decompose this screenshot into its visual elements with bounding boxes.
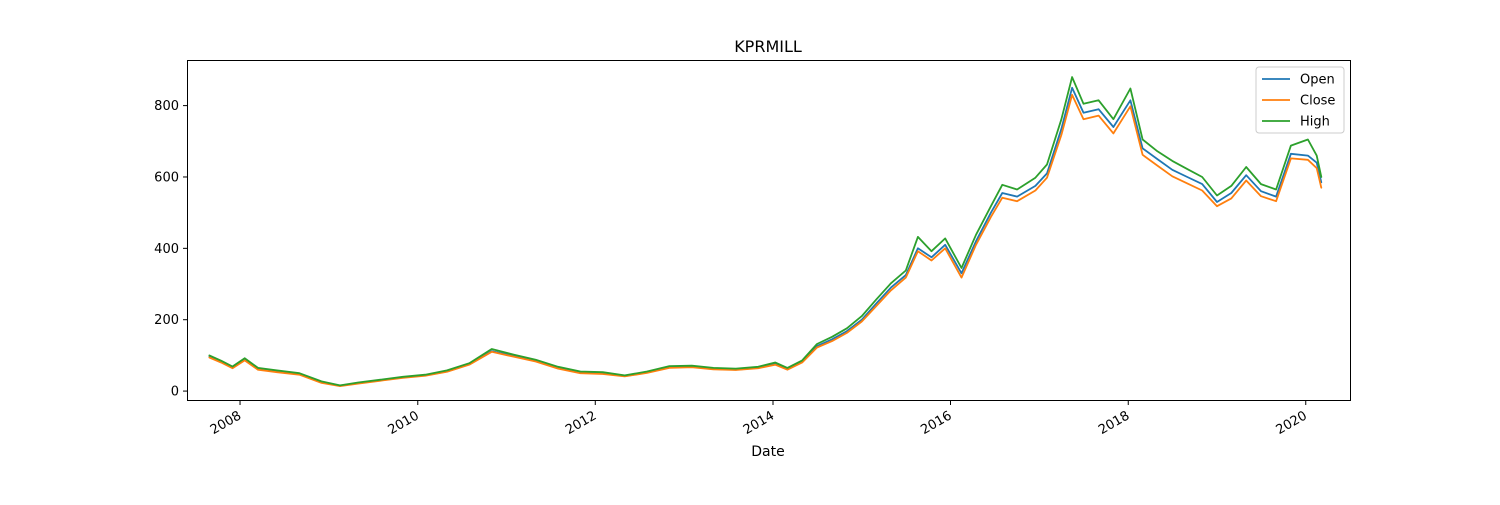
y-tick-label: 600 — [154, 170, 179, 185]
x-axis-label: Date — [751, 444, 784, 460]
legend-label-high: High — [1300, 115, 1330, 130]
y-tick-label: 0 — [171, 385, 179, 400]
legend-box — [1255, 66, 1345, 134]
y-tick-label: 200 — [154, 313, 179, 328]
plot-frame — [187, 60, 1351, 401]
chart-title: KPRMILL — [734, 37, 802, 56]
series-line-close — [208, 94, 1323, 388]
y-tick-label: 400 — [154, 242, 179, 257]
legend-label-close: Close — [1300, 94, 1335, 109]
series-line-high — [208, 76, 1323, 387]
legend: Open Close High — [1255, 66, 1345, 134]
series-layer — [208, 76, 1323, 388]
y-tick-label: 800 — [154, 99, 179, 114]
y-axis: 0 200 400 600 800 — [154, 99, 188, 400]
legend-label-open: Open — [1300, 73, 1335, 88]
